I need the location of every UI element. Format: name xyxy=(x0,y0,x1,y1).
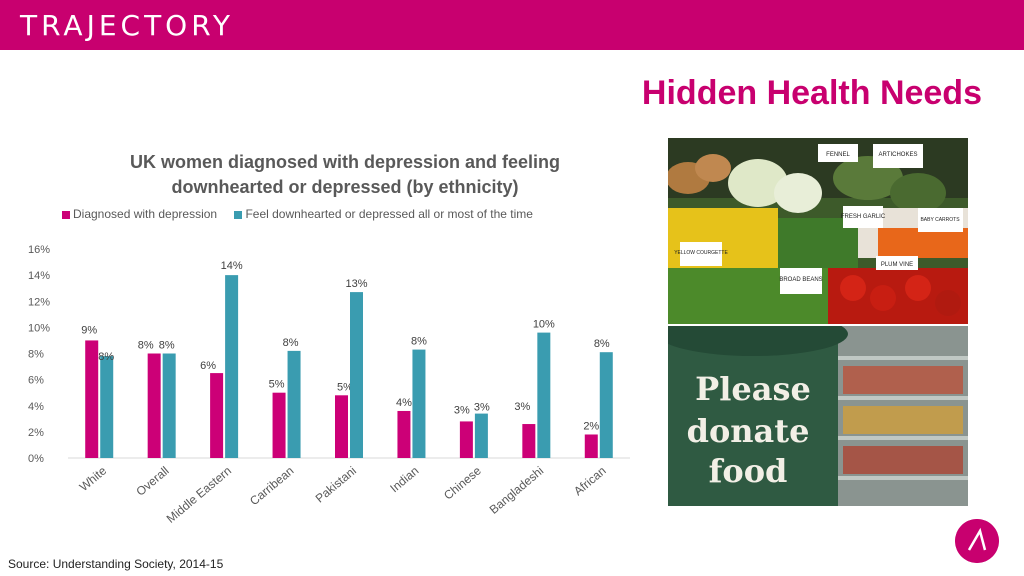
bar-chart: 0% 2% 4% 6% 8% 10% 12% 14% 16% 9% 8% White 8% 8% Overa… xyxy=(28,244,630,526)
legend-item-downhearted: Feel downhearted or depressed all or mos… xyxy=(234,207,533,221)
y-tick-label: 4% xyxy=(28,401,44,413)
category-label: Middle Eastern xyxy=(164,464,234,526)
data-label: 14% xyxy=(221,260,243,272)
bar-downhearted xyxy=(474,413,488,458)
category-label: Overall xyxy=(133,464,171,499)
donate-word: donate xyxy=(687,412,810,450)
data-label: 8% xyxy=(159,340,175,352)
sign-text: BROAD BEANS xyxy=(779,277,822,283)
header-bar: TRAJECTORY xyxy=(0,0,1024,50)
y-tick-label: 16% xyxy=(28,244,50,256)
legend-label: Feel downhearted or depressed all or mos… xyxy=(245,207,533,221)
data-label: 8% xyxy=(283,337,299,349)
y-tick-label: 2% xyxy=(28,427,44,439)
data-label: 10% xyxy=(533,319,555,331)
bar-diagnosed xyxy=(272,392,286,458)
bar-diagnosed xyxy=(459,421,473,458)
bar-downhearted xyxy=(599,352,613,458)
data-label: 3% xyxy=(514,401,530,413)
legend-swatch xyxy=(62,210,70,219)
category-label: Indian xyxy=(387,464,421,496)
bar-diagnosed xyxy=(210,373,224,458)
bar-downhearted xyxy=(537,332,551,458)
data-label: 3% xyxy=(454,404,470,416)
data-label: 8% xyxy=(594,338,610,350)
sign-text: ARTICHOKES xyxy=(879,152,918,158)
bar-downhearted xyxy=(412,349,426,458)
bar-diagnosed xyxy=(397,410,411,458)
bar-diagnosed xyxy=(584,434,598,458)
chart-title: UK women diagnosed with depression and f… xyxy=(129,152,561,197)
data-label: 8% xyxy=(98,351,114,363)
data-label: 8% xyxy=(138,340,154,352)
donate-word: food xyxy=(709,452,788,490)
data-label: 9% xyxy=(81,324,97,336)
category-label: African xyxy=(571,464,609,499)
category-label: Pakistani xyxy=(313,464,359,506)
source-note: Source: Understanding Society, 2014-15 xyxy=(8,557,224,571)
sign-text: FENNEL xyxy=(826,152,850,158)
data-label: 8% xyxy=(411,336,427,348)
page-title: Hidden Health Needs xyxy=(641,74,982,112)
bar-downhearted xyxy=(287,350,301,458)
data-label: 13% xyxy=(345,278,367,290)
legend-swatch xyxy=(234,210,243,219)
y-tick-label: 14% xyxy=(28,270,50,282)
y-tick-label: 0% xyxy=(28,453,44,465)
data-label: 4% xyxy=(396,397,412,409)
bar-diagnosed xyxy=(85,340,99,458)
bar-diagnosed xyxy=(147,353,161,458)
bar-diagnosed xyxy=(522,424,536,458)
vegetable-market-image: FENNEL ARTICHOKES YELLOW COURGETTE BROAD… xyxy=(668,138,968,324)
y-tick-label: 10% xyxy=(28,322,50,334)
y-tick-label: 12% xyxy=(28,296,50,308)
data-label: 2% xyxy=(583,420,599,432)
category-label: Carribean xyxy=(247,464,296,509)
y-tick-label: 6% xyxy=(28,375,44,387)
data-label: 5% xyxy=(269,379,285,391)
sign-text: PLUM VINE xyxy=(881,262,913,268)
category-label: Bangladeshi xyxy=(487,464,547,517)
category-label: White xyxy=(77,463,110,494)
data-label: 6% xyxy=(200,360,216,372)
legend-label: Diagnosed with depression xyxy=(73,207,218,221)
brand-logo: TRAJECTORY xyxy=(20,9,234,42)
chart-legend: Diagnosed with depression Feel downheart… xyxy=(62,207,547,221)
sign-text: YELLOW COURGETTE xyxy=(674,250,728,256)
legend-item-diagnosed: Diagnosed with depression xyxy=(62,207,217,221)
y-tick-label: 8% xyxy=(28,349,44,361)
donate-word: Please xyxy=(695,370,811,408)
donate-food-image: Please donate food xyxy=(668,326,968,506)
bar-downhearted xyxy=(100,356,114,458)
bar-diagnosed xyxy=(335,395,348,458)
sign-text: FRESH GARLIC xyxy=(841,214,886,220)
bar-downhearted xyxy=(162,353,176,458)
bar-downhearted xyxy=(350,292,363,458)
sign-text: BABY CARROTS xyxy=(920,217,960,223)
bar-downhearted xyxy=(225,275,239,458)
data-label: 3% xyxy=(474,402,490,414)
category-label: Chinese xyxy=(441,463,484,502)
data-label: 5% xyxy=(337,381,353,393)
brand-corner-icon xyxy=(955,519,999,563)
